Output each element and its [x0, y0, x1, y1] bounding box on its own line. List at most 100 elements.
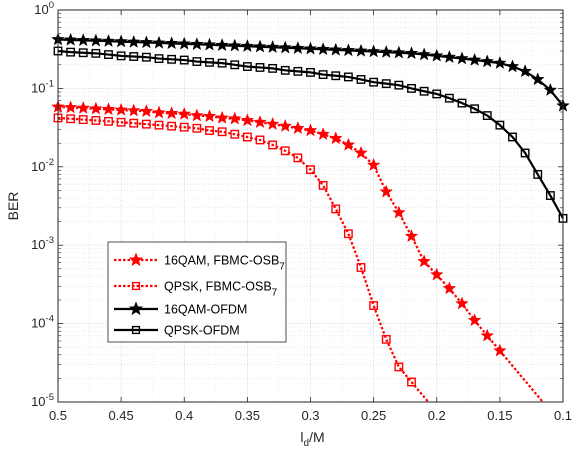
data-point	[341, 137, 356, 151]
data-point	[343, 72, 353, 82]
data-point	[91, 116, 101, 125]
data-point	[116, 117, 126, 127]
data-point	[126, 34, 141, 48]
data-point	[442, 281, 457, 295]
data-point	[381, 79, 391, 89]
data-point	[444, 93, 454, 103]
x-tick-label: 0.45	[108, 408, 133, 423]
data-point	[303, 123, 318, 137]
data-point	[343, 229, 353, 239]
data-point	[316, 127, 330, 141]
legend-label-name: 16QAM, FBMC-OSB	[164, 254, 279, 268]
data-point	[316, 42, 330, 56]
data-point	[164, 36, 179, 50]
y-tick-label-exponent: -2	[46, 157, 54, 168]
data-point	[467, 52, 482, 66]
data-point	[129, 52, 139, 61]
y-tick-label: 10-3	[31, 235, 54, 252]
data-point	[533, 169, 543, 179]
data-point	[116, 51, 126, 61]
data-point	[278, 118, 293, 132]
legend-item: 16QAM, FBMC-OSB7	[114, 252, 285, 273]
y-axis-label: BER	[5, 192, 21, 221]
data-point	[104, 50, 113, 60]
data-point	[291, 121, 305, 135]
data-point	[154, 54, 164, 64]
data-point	[407, 83, 416, 93]
data-point	[354, 145, 368, 159]
data-point	[480, 54, 495, 68]
data-point	[253, 115, 267, 129]
y-tick-label: 100	[34, 0, 54, 17]
data-point	[205, 57, 214, 67]
legend-label: 16QAM, FBMC-OSB7	[164, 254, 285, 273]
y-tick-label-base: 10	[31, 237, 45, 252]
data-point	[482, 111, 492, 121]
data-point	[467, 313, 482, 327]
data-point	[303, 41, 318, 55]
data-point	[341, 43, 356, 57]
data-point	[392, 45, 406, 59]
data-point	[177, 106, 192, 120]
data-point	[242, 62, 252, 71]
y-tick-label: 10-2	[31, 157, 54, 174]
x-axis-label: ld/M	[300, 429, 324, 449]
series-2	[53, 113, 430, 403]
major-grid	[58, 10, 563, 402]
data-point	[455, 296, 469, 310]
data-point	[293, 153, 303, 163]
y-tick-label: 10-5	[31, 392, 54, 409]
data-point	[470, 104, 480, 114]
data-point	[394, 362, 404, 372]
data-point	[442, 49, 457, 64]
data-point	[114, 34, 128, 48]
data-point	[407, 377, 416, 387]
data-point	[331, 71, 341, 81]
legend-marker	[128, 301, 144, 316]
data-point	[179, 122, 189, 132]
data-point	[192, 57, 202, 66]
data-point	[493, 55, 507, 69]
y-tick-label-exponent: -4	[46, 314, 54, 325]
data-point	[227, 38, 242, 52]
y-tick-label-base: 10	[31, 394, 45, 409]
data-point	[394, 80, 404, 90]
x-tick-label: 0.5	[49, 408, 67, 423]
data-point	[139, 104, 154, 118]
data-point	[318, 180, 328, 190]
series-layer	[51, 32, 570, 403]
y-tick-label-base: 10	[31, 316, 45, 331]
data-point	[369, 77, 379, 87]
data-point	[152, 35, 166, 49]
data-point	[177, 36, 192, 50]
x-tick-label: 0.35	[235, 408, 260, 423]
data-point	[255, 63, 265, 72]
data-point	[215, 38, 229, 52]
legend-marker	[128, 252, 144, 267]
data-point	[253, 39, 267, 53]
data-point	[369, 301, 379, 310]
data-point	[89, 33, 103, 47]
data-point	[480, 328, 495, 342]
axis-ticks	[57, 9, 564, 403]
data-point	[366, 44, 381, 58]
data-point	[114, 102, 128, 116]
legend-label-name: 16QAM-OFDM	[164, 303, 247, 317]
data-point	[291, 41, 305, 55]
data-point	[543, 82, 558, 96]
x-tick-label: 0.2	[428, 408, 446, 423]
data-point	[505, 59, 520, 73]
data-point	[230, 60, 240, 70]
data-point	[379, 184, 394, 198]
data-point	[230, 129, 240, 139]
data-point	[293, 66, 303, 76]
series-3	[51, 32, 570, 112]
data-point	[508, 132, 517, 142]
data-point	[381, 334, 391, 344]
data-point	[265, 40, 280, 54]
data-point	[63, 32, 78, 46]
data-point	[417, 47, 431, 61]
x-tick-label: 0.25	[361, 408, 386, 423]
x-tick-label: 0.1	[554, 408, 572, 423]
